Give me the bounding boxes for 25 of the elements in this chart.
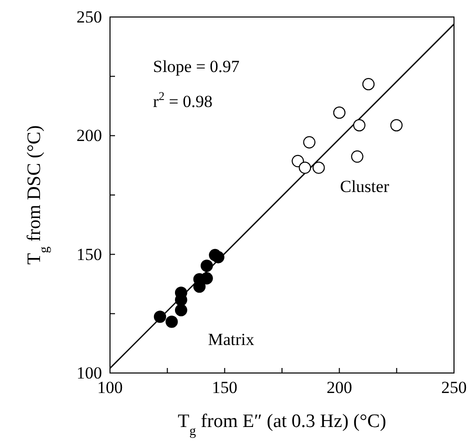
point <box>212 251 224 264</box>
y-tick-label: 250 <box>76 7 102 26</box>
point <box>303 136 316 148</box>
x-tick-label: 250 <box>441 378 467 398</box>
point <box>174 304 188 316</box>
point <box>200 260 213 272</box>
point <box>292 154 304 168</box>
x-axis-title: T$_{g}$ from E″ (at 0.3 Hz) (°C) <box>178 411 386 438</box>
y-tick-label: 200 <box>76 126 102 146</box>
annotation: Slope = 0.97 <box>153 57 240 76</box>
point <box>362 78 375 90</box>
annotation: Cluster <box>340 177 390 196</box>
point <box>333 106 346 119</box>
point <box>353 119 366 132</box>
y-tick-label: 150 <box>76 244 102 264</box>
annotation: r$^{2}$ = 0.98 <box>153 89 212 111</box>
point <box>154 310 166 323</box>
point <box>166 316 178 328</box>
point <box>312 162 325 174</box>
point <box>351 150 364 163</box>
point <box>298 162 312 174</box>
point <box>390 119 403 132</box>
x-tick-label: 150 <box>212 378 238 398</box>
x-tick-label: 200 <box>326 378 352 398</box>
annotation: Matrix <box>208 330 255 349</box>
